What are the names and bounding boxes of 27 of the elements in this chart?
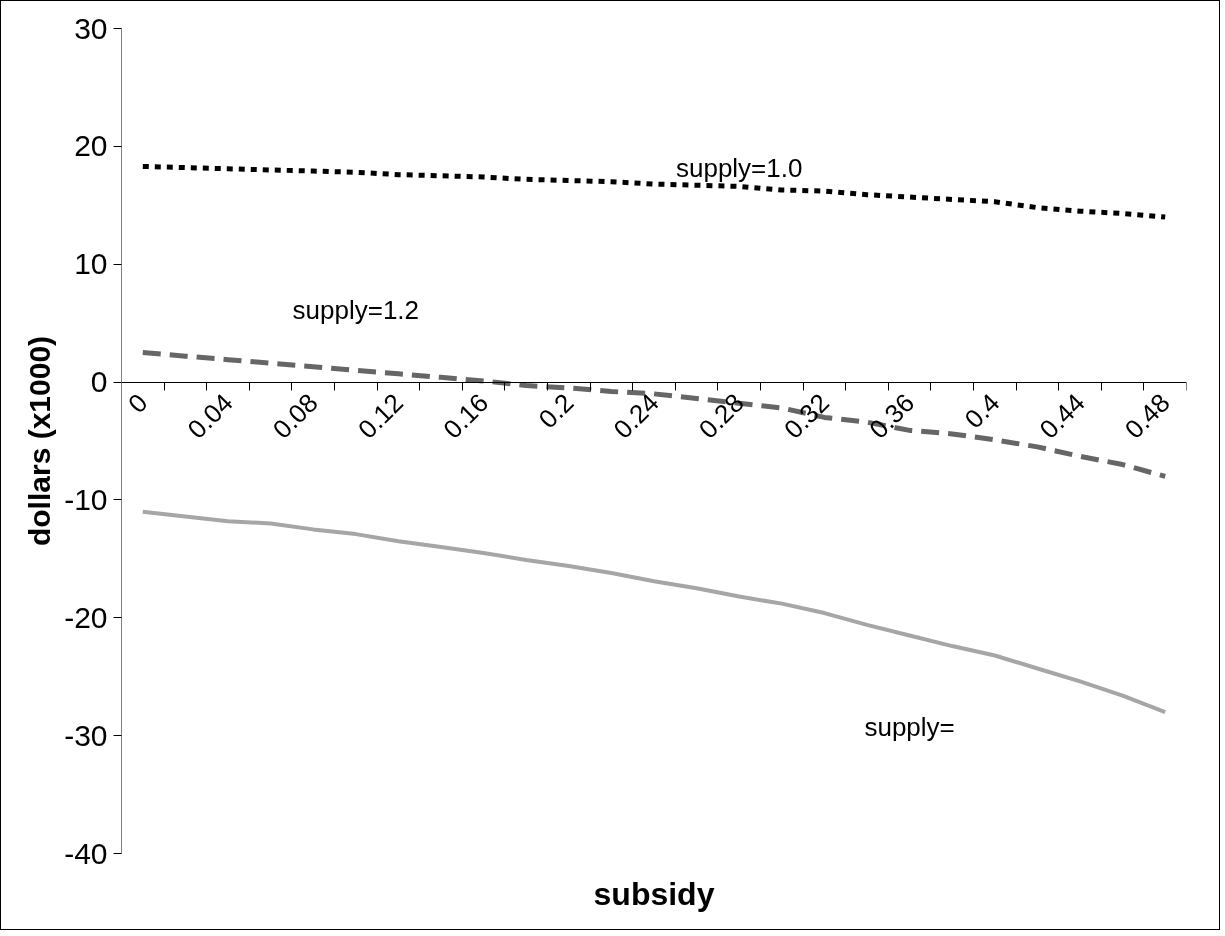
y-tick-label: -20 (64, 600, 108, 634)
series-label: supply=1.2 (292, 295, 420, 326)
x-axis-title: subsidy (593, 875, 715, 912)
x-tick-label: 0.04 (181, 387, 239, 445)
y-tick-label: 30 (74, 11, 108, 45)
y-tick-label: 0 (90, 365, 108, 399)
text: supply= (864, 712, 955, 743)
x-tick-label: 0.28 (692, 387, 750, 445)
x-tick-label: 0.24 (607, 387, 665, 445)
x-tick-label: 0.44 (1033, 387, 1091, 445)
y-tick-label: 20 (74, 129, 108, 163)
x-tick-label: 0.36 (863, 387, 921, 445)
x-tick-label: 0.2 (532, 387, 580, 435)
x-tick-label: 0.16 (437, 387, 495, 445)
x-tick-label: 0.4 (958, 387, 1006, 435)
x-tick-label: 0.08 (266, 387, 324, 445)
y-tick-label: -10 (64, 482, 108, 516)
x-tick-label: 0 (121, 387, 154, 419)
y-axis-title: dollars (x1000) (23, 335, 57, 547)
series-label: supply=1.0 (675, 153, 803, 184)
y-tick-label: 10 (74, 247, 108, 281)
x-tick-label: 0.48 (1118, 387, 1176, 445)
x-tick-label: 0.32 (778, 387, 836, 445)
y-tick-label: -30 (64, 718, 108, 752)
line-series (140, 509, 1168, 715)
y-tick-label: -40 (64, 836, 108, 870)
x-tick-label: 0.12 (352, 387, 410, 445)
